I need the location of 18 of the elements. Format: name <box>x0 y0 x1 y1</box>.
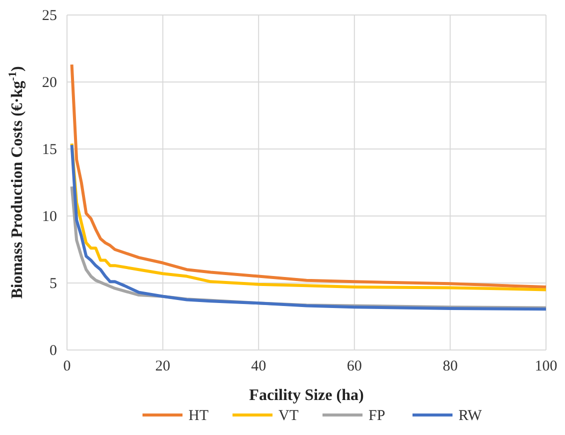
x-tick-label: 80 <box>442 358 458 375</box>
y-tick-label: 0 <box>50 342 57 359</box>
legend-label: RW <box>458 408 483 424</box>
x-tick-label: 40 <box>251 358 266 375</box>
y-tick-label: 25 <box>42 8 57 24</box>
y-tick-label: 20 <box>42 74 57 91</box>
x-tick-label: 0 <box>63 358 71 375</box>
y-tick-label: 15 <box>42 142 57 158</box>
y-tick-label: 5 <box>50 276 57 292</box>
legend-label: VT <box>278 408 298 424</box>
line-series <box>70 63 548 289</box>
x-axis-title: Facility Size (ha) <box>249 387 364 404</box>
legend-label: FP <box>368 408 386 424</box>
y-tick-label: 10 <box>42 208 57 225</box>
x-tick-label: 20 <box>155 358 170 375</box>
legend-label: HT <box>188 408 208 424</box>
x-tick-label: 100 <box>534 358 558 375</box>
x-tick-label: 60 <box>346 358 362 375</box>
